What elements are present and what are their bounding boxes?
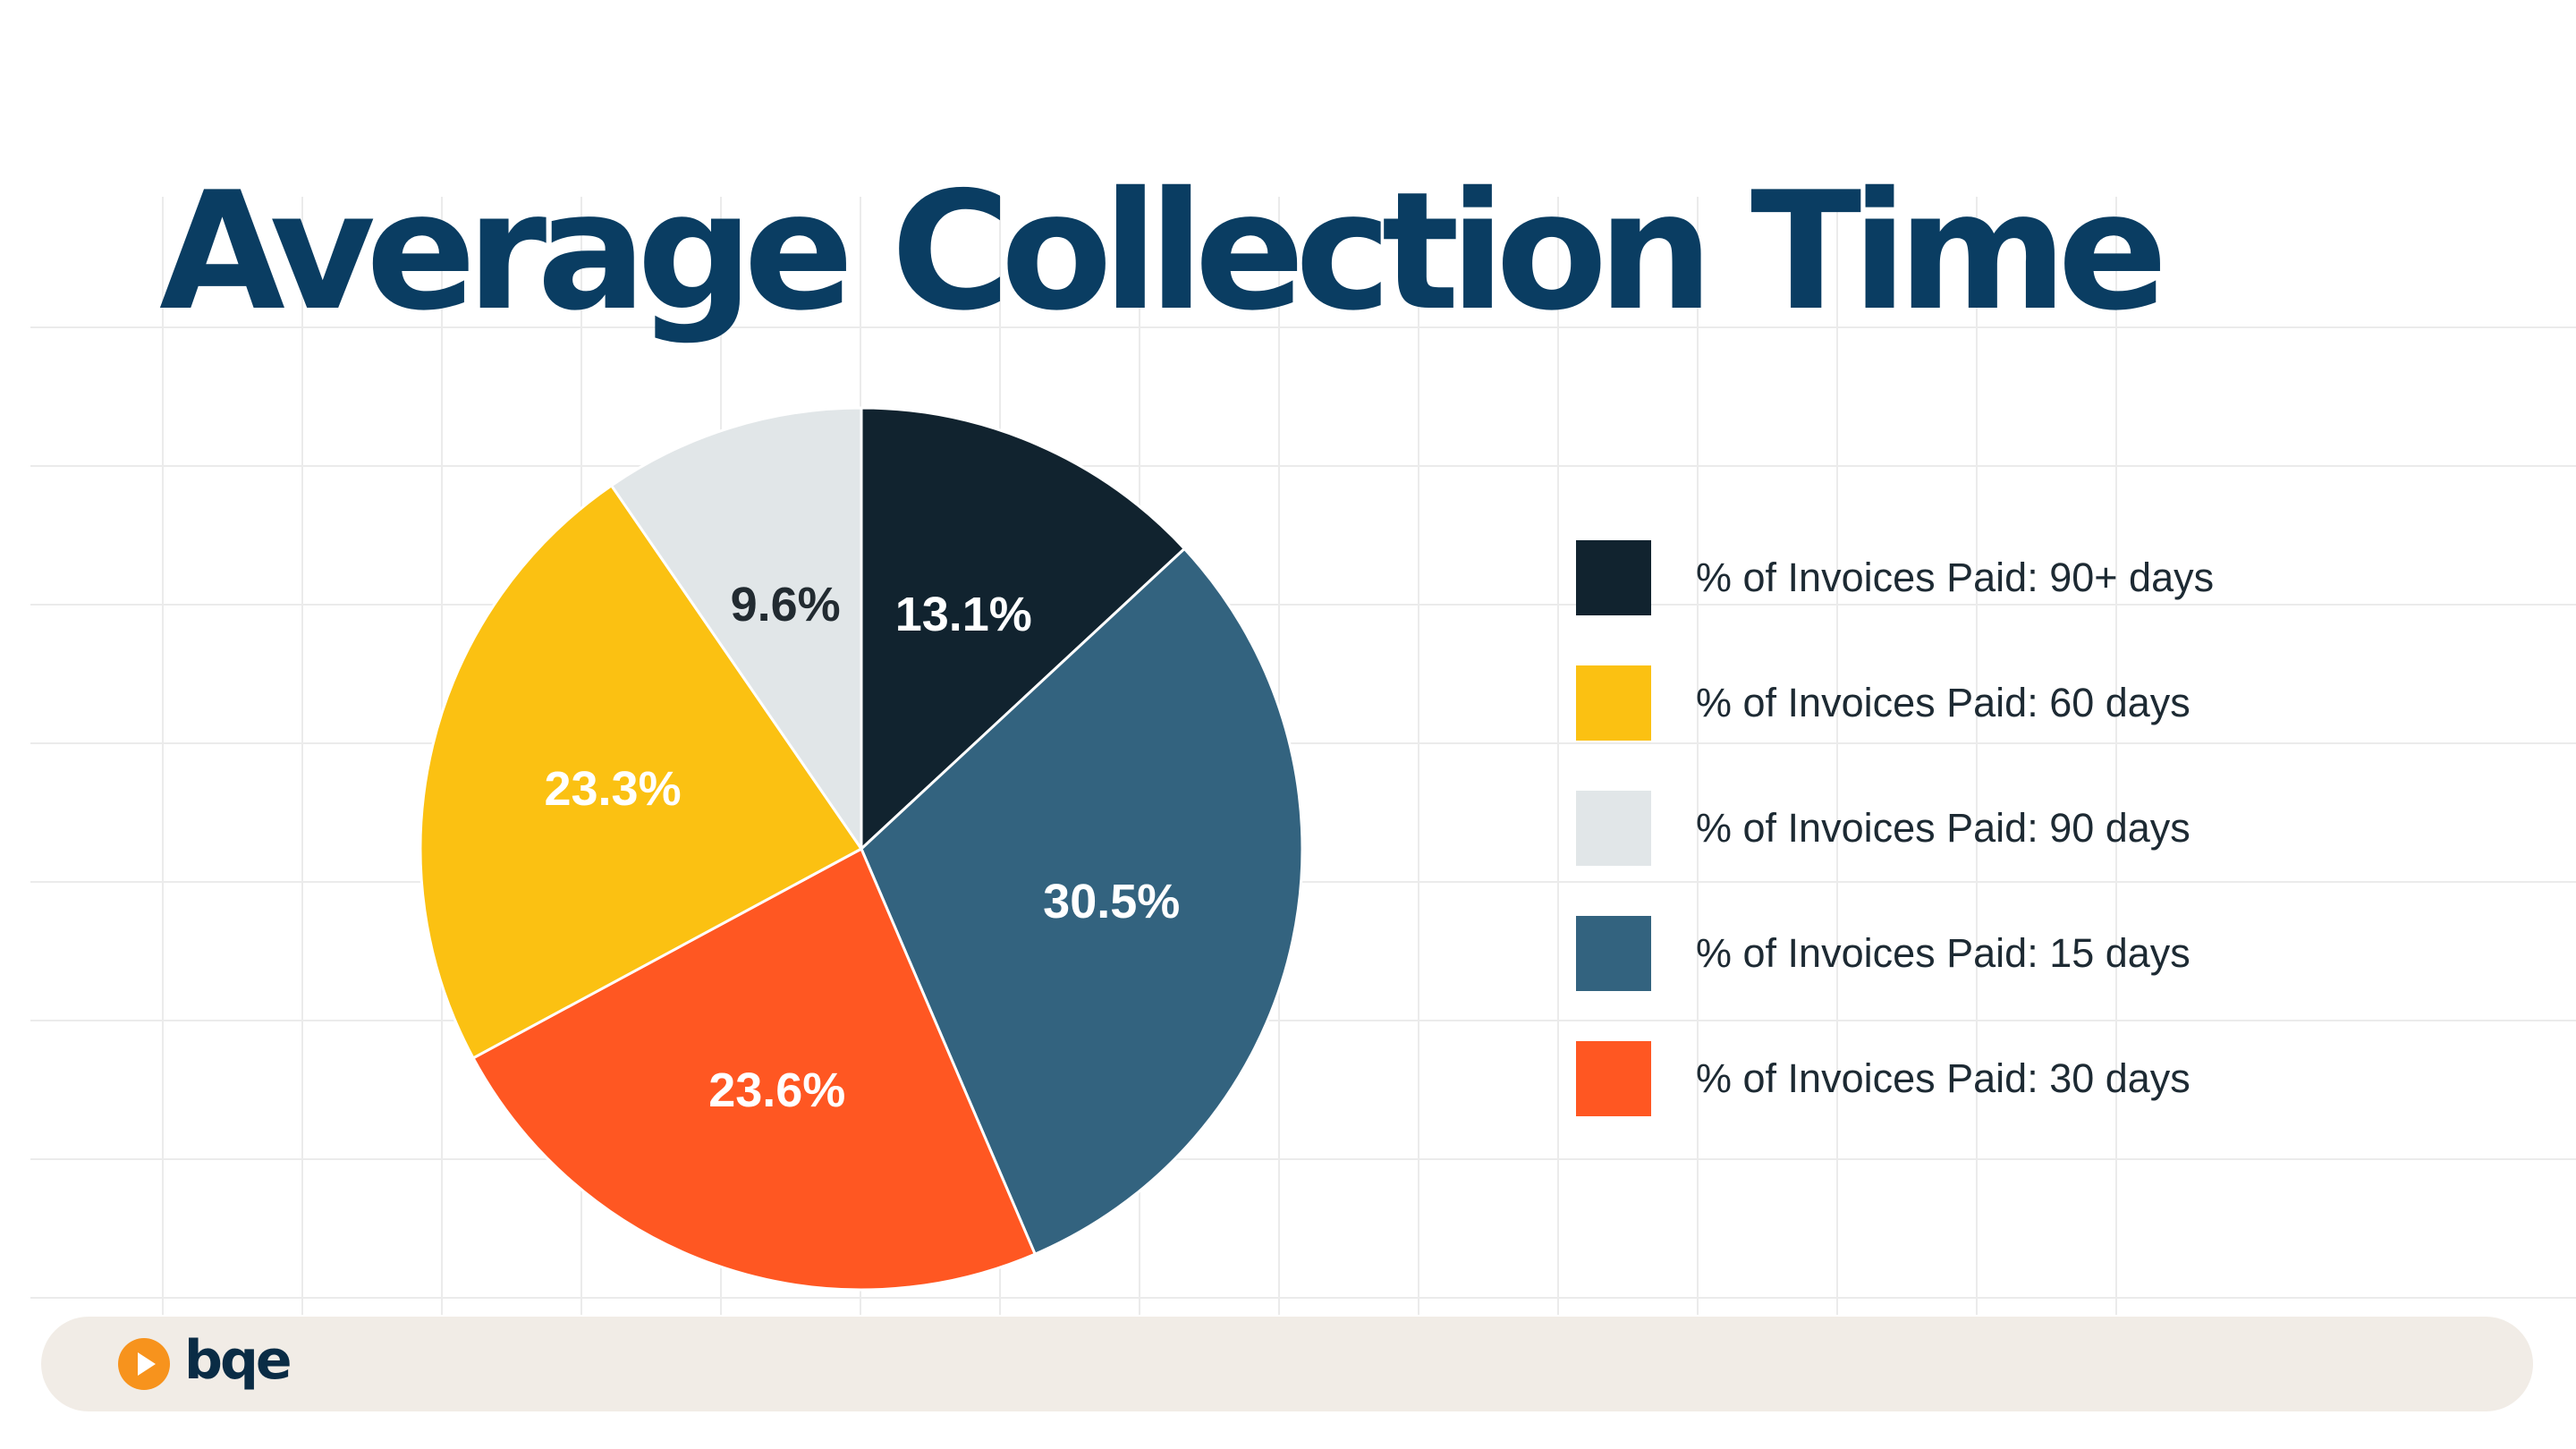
legend-label: % of Invoices Paid: 30 days bbox=[1696, 1055, 2190, 1101]
legend-swatch bbox=[1576, 791, 1651, 866]
logo-text: bqe bbox=[184, 1329, 292, 1392]
footer-bar: bqe bbox=[41, 1317, 2533, 1411]
play-circle-icon bbox=[118, 1338, 170, 1390]
legend-item: % of Invoices Paid: 60 days bbox=[1576, 665, 2214, 741]
pie-slice-label: 13.1% bbox=[895, 588, 1032, 641]
pie-slice bbox=[860, 406, 1186, 851]
legend-swatch bbox=[1576, 1041, 1651, 1116]
pie-slice bbox=[419, 484, 863, 1060]
legend-item: % of Invoices Paid: 30 days bbox=[1576, 1040, 2214, 1117]
legend-swatch bbox=[1576, 665, 1651, 741]
pie-slice bbox=[471, 847, 1037, 1292]
pie-slice bbox=[610, 406, 863, 851]
pie-slice-label: 23.3% bbox=[544, 762, 681, 816]
legend-label: % of Invoices Paid: 90+ days bbox=[1696, 555, 2215, 600]
bqe-logo[interactable]: bqe bbox=[116, 1329, 292, 1392]
legend-item: % of Invoices Paid: 15 days bbox=[1576, 915, 2214, 992]
pie-slice-label: 30.5% bbox=[1043, 875, 1180, 928]
pie-slice-label: 9.6% bbox=[731, 578, 841, 631]
pie-slice bbox=[860, 547, 1304, 1256]
legend-swatch bbox=[1576, 916, 1651, 991]
legend-label: % of Invoices Paid: 15 days bbox=[1696, 930, 2190, 976]
legend-swatch bbox=[1576, 540, 1651, 615]
legend-item: % of Invoices Paid: 90 days bbox=[1576, 790, 2214, 867]
legend-label: % of Invoices Paid: 90 days bbox=[1696, 805, 2190, 851]
page-title: Average Collection Time bbox=[159, 157, 2168, 346]
legend-label: % of Invoices Paid: 60 days bbox=[1696, 680, 2190, 725]
pie-slice-label: 23.6% bbox=[708, 1063, 845, 1117]
legend-item: % of Invoices Paid: 90+ days bbox=[1576, 539, 2214, 616]
chart-legend: % of Invoices Paid: 90+ days % of Invoic… bbox=[1576, 539, 2214, 1165]
